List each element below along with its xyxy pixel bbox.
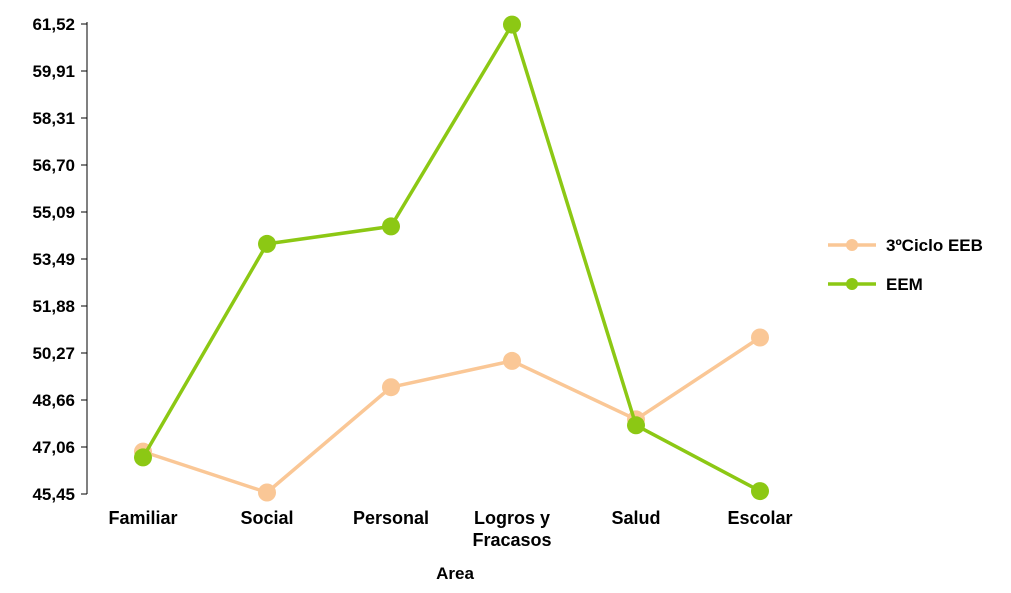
data-point [134,448,152,467]
x-tick-label: Escolar [727,508,792,528]
x-tick-label-line: Escolar [727,508,792,528]
y-tick-label: 55,09 [32,203,75,222]
data-point [382,378,400,397]
x-tick-label: Logros y Fracasos [472,508,551,550]
y-tick-label: 56,70 [32,156,75,175]
x-tick-label: Personal [353,508,429,528]
series-group [134,15,769,502]
x-tick-label: Salud [611,508,660,528]
data-point [627,416,645,435]
x-tick-label: Social [240,508,293,528]
legend-marker [846,239,858,251]
series-line-1 [141,22,761,493]
y-tick-label: 58,31 [32,109,75,128]
y-tick-label: 47,06 [32,438,75,457]
series-line-0 [142,336,761,495]
x-axis: Familiar Social Personal Logros y Fracasos Sa… [108,508,792,550]
y-axis: 45,45 47,06 48,66 50,27 51,88 53,49 55,09 56,70… [32,15,88,504]
data-point [382,217,400,236]
x-tick-label: Familiar [108,508,177,528]
data-point [258,483,276,502]
y-tick-label: 50,27 [32,344,75,363]
legend: 3ºCiclo EEB EEM [828,236,983,294]
data-point [258,234,276,253]
y-tick-label: 48,66 [32,391,75,410]
x-tick-label-line: Personal [353,508,429,528]
data-point [751,482,769,501]
data-point [503,15,521,34]
data-point [503,351,521,370]
legend-label: 3ºCiclo EEB [886,236,983,255]
data-point [751,328,769,347]
y-tick-label: 53,49 [32,250,75,269]
y-tick-label: 59,91 [32,62,75,81]
y-tick-label: 45,45 [32,485,75,504]
x-tick-label-line: Social [240,508,293,528]
legend-label: EEM [886,275,923,294]
x-tick-label-line: Logros y [474,508,550,528]
y-tick-label: 61,52 [32,15,75,34]
x-tick-label-line: Fracasos [472,530,551,550]
x-tick-label-line: Salud [611,508,660,528]
x-axis-title: Area [436,564,474,583]
x-tick-label-line: Familiar [108,508,177,528]
y-tick-label: 51,88 [32,297,75,316]
legend-marker [846,278,858,290]
